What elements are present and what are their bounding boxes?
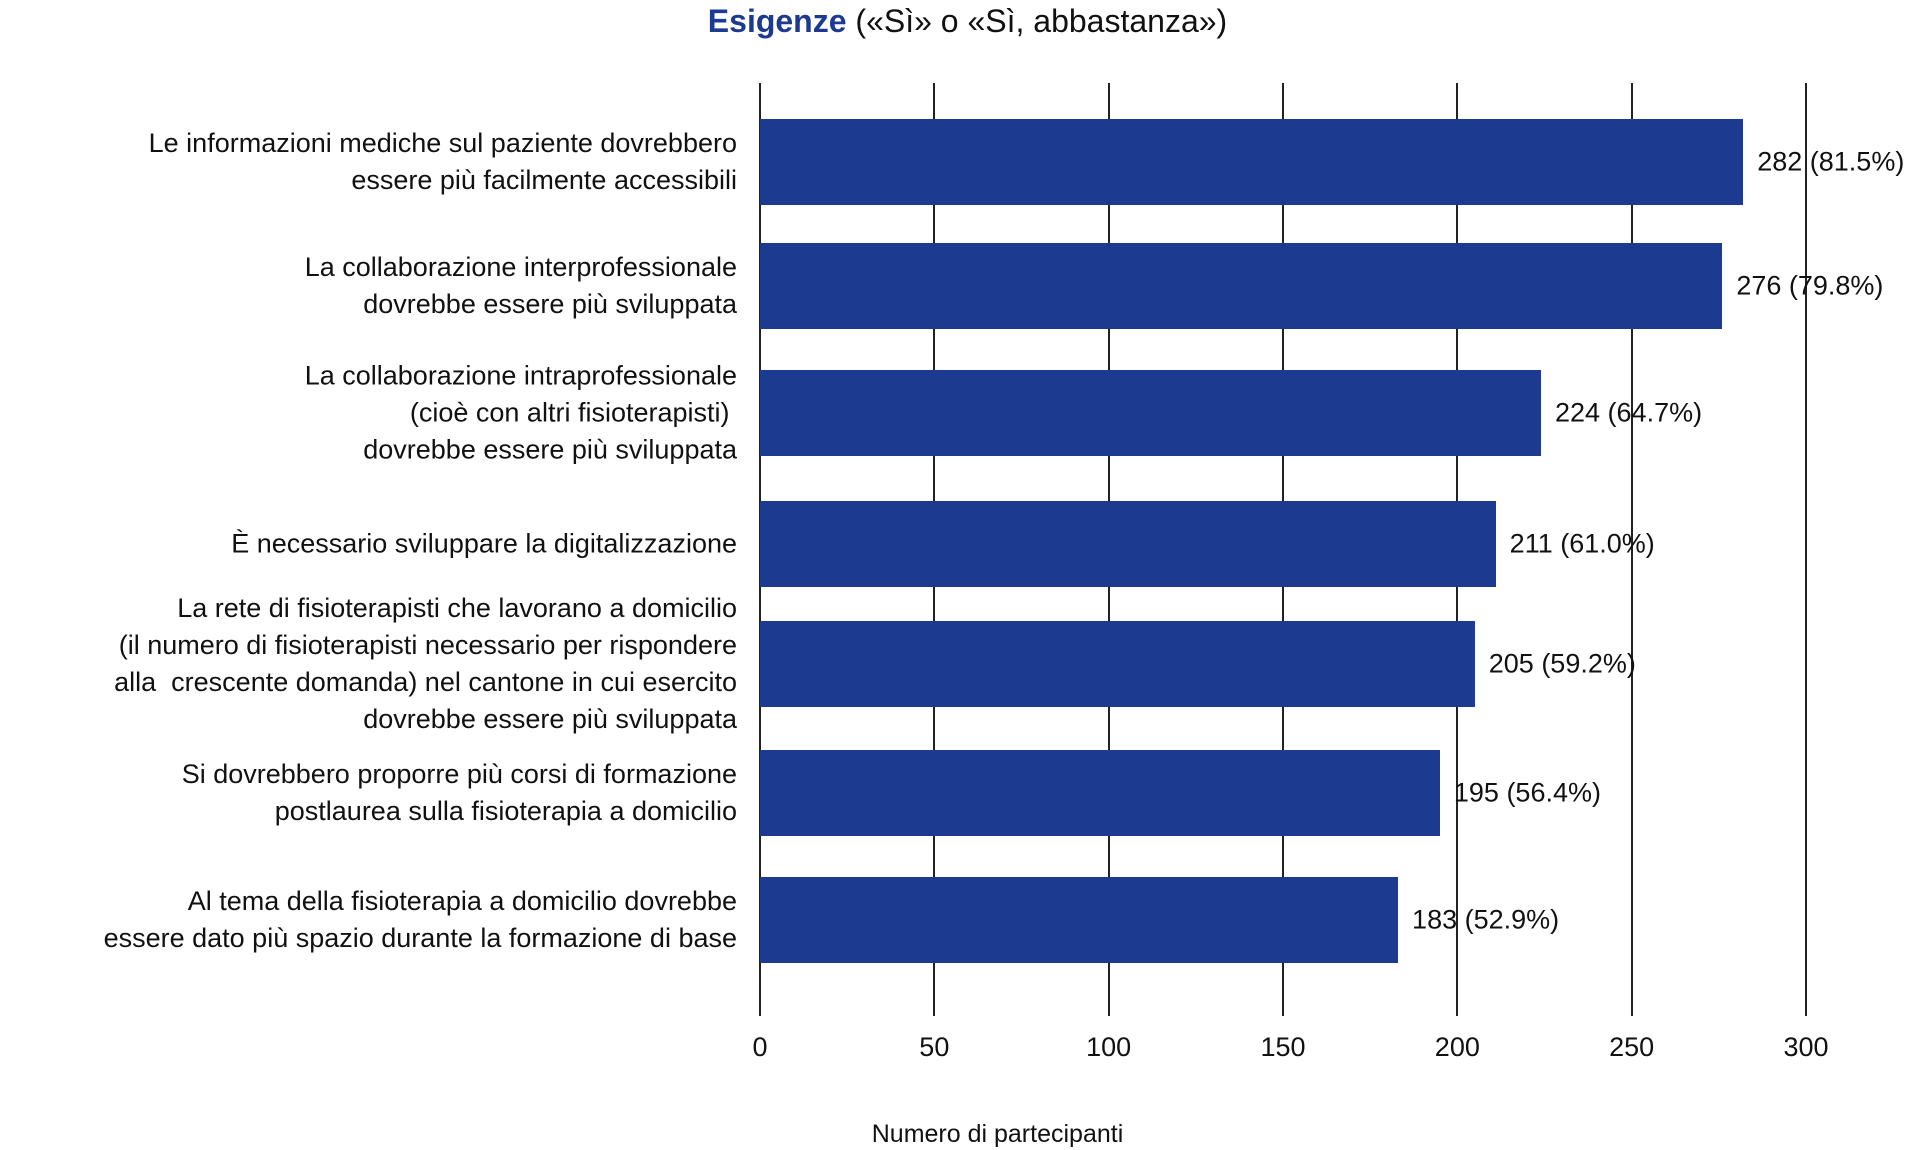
data-label: 224 (64.7%) [1555,397,1703,428]
data-label: 211 (61.0%) [1509,528,1655,559]
chart-title-rest: («Sì» o «Sì, abbastanza») [846,3,1228,39]
x-axis-label: Numero di partecipanti [871,1120,1124,1148]
data-label: 183 (52.9%) [1412,904,1560,935]
y-category-label: È necessario sviluppare la digitalizzazi… [231,528,737,559]
bar [760,877,1399,963]
bar [760,621,1475,707]
data-label: 205 (59.2%) [1488,648,1636,679]
x-tick-label: 250 [1609,1032,1655,1062]
data-label: 276 (79.8%) [1736,270,1884,301]
x-tick-label: 100 [1086,1032,1132,1062]
y-category-label: La collaborazione interprofessionale dov… [304,252,737,319]
y-category-label: La rete di fisioterapisti che lavorano a… [114,593,737,734]
y-category-label: Si dovrebbero proporre più corsi di form… [181,759,737,826]
y-category-label: Al tema della fisioterapia a domicilio d… [103,886,737,953]
y-category-label: La collaborazione intraprofessionale (ci… [304,360,737,465]
x-tick-label: 150 [1260,1032,1306,1062]
chart-title-bold: Esigenze [707,3,847,39]
x-tick-label: 50 [919,1032,950,1062]
x-tick-label: 200 [1434,1032,1480,1062]
bar [760,119,1744,205]
data-label: 195 (56.4%) [1453,777,1601,808]
bar [760,370,1541,456]
y-category-label: Le informazioni mediche sul paziente dov… [148,128,737,195]
chart-title: Esigenze («Sì» o «Sì, abbastanza») [0,0,1915,42]
bar [760,501,1496,587]
bar [760,243,1723,329]
bar [760,750,1440,836]
data-label: 282 (81.5%) [1757,146,1905,177]
x-tick-label: 300 [1783,1032,1829,1062]
gridline [1805,83,1807,1016]
x-tick-label: 0 [752,1032,768,1062]
gridline [1630,83,1633,1016]
